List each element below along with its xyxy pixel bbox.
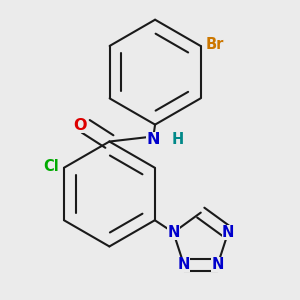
Text: N: N — [222, 225, 234, 240]
Text: Cl: Cl — [43, 159, 59, 174]
Text: N: N — [212, 257, 224, 272]
Text: O: O — [73, 118, 86, 133]
Text: N: N — [147, 132, 160, 147]
Text: H: H — [172, 132, 184, 147]
Text: N: N — [178, 257, 190, 272]
Text: N: N — [167, 225, 180, 240]
Text: Br: Br — [206, 37, 224, 52]
